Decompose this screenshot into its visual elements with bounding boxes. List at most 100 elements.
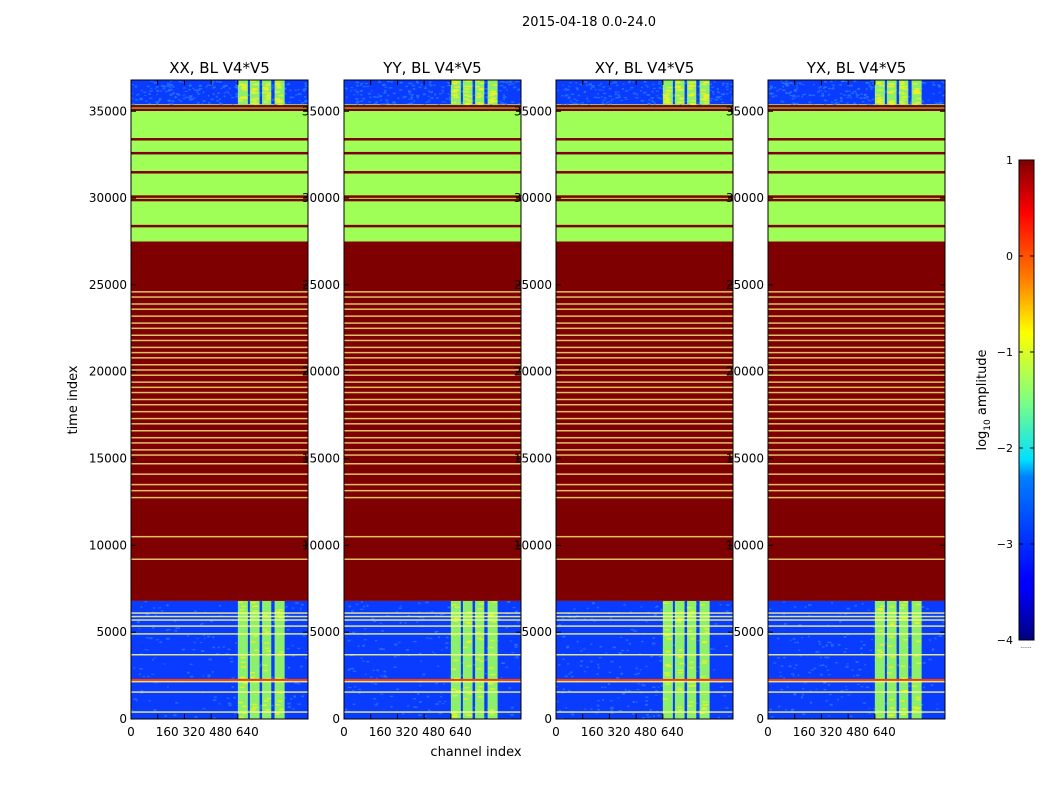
- noise-speckle: [138, 628, 141, 630]
- noise-speckle: [930, 684, 934, 687]
- noise-speckle: [306, 650, 308, 653]
- noise-speckle: [167, 99, 171, 101]
- noise-speckle: [557, 89, 559, 92]
- noise-speckle: [410, 98, 413, 100]
- band-highlight: [477, 104, 482, 106]
- noise-speckle: [569, 82, 573, 84]
- noise-speckle: [564, 87, 567, 90]
- band-highlight: [901, 604, 906, 606]
- signal-band-1: [886, 600, 897, 719]
- noise-speckle: [484, 659, 488, 661]
- band-highlight: [675, 94, 681, 97]
- band-highlight: [463, 94, 469, 97]
- band-highlight: [242, 96, 248, 98]
- noise-speckle: [769, 708, 773, 711]
- noise-speckle: [658, 81, 661, 83]
- noise-speckle: [617, 91, 620, 93]
- noise-speckle: [505, 717, 507, 719]
- band-highlight: [663, 602, 669, 604]
- noise-speckle: [627, 705, 630, 708]
- noise-speckle: [629, 611, 632, 613]
- noise-speckle: [608, 683, 611, 686]
- noise-speckle: [352, 631, 356, 634]
- band-highlight: [687, 685, 693, 687]
- noise-speckle: [659, 97, 662, 100]
- light-line: [344, 291, 521, 293]
- band-highlight: [687, 630, 693, 632]
- noise-speckle: [284, 92, 287, 95]
- noise-speckle: [286, 83, 289, 86]
- noise-speckle: [564, 675, 568, 678]
- light-line: [768, 430, 945, 432]
- band-highlight: [903, 689, 908, 692]
- noise-speckle: [289, 89, 292, 92]
- light-line: [768, 535, 945, 538]
- light-line: [768, 449, 945, 451]
- noise-speckle: [409, 82, 413, 85]
- y-tick-label: 10000: [302, 538, 340, 552]
- noise-speckle: [618, 652, 622, 654]
- noise-speckle: [514, 643, 518, 646]
- noise-speckle: [673, 93, 676, 96]
- noise-speckle: [146, 637, 149, 639]
- noise-speckle: [645, 665, 648, 668]
- noise-speckle: [231, 103, 234, 106]
- noise-speckle: [397, 641, 401, 643]
- noise-speckle: [356, 84, 359, 87]
- light-line: [768, 473, 945, 475]
- noise-speckle: [931, 648, 935, 651]
- noise-speckle: [380, 630, 385, 632]
- band-highlight: [240, 661, 246, 664]
- noise-speckle: [679, 103, 682, 106]
- noise-speckle: [601, 686, 604, 689]
- noise-speckle: [171, 92, 175, 95]
- light-line: [556, 449, 733, 451]
- noise-speckle: [515, 610, 519, 613]
- noise-speckle: [164, 90, 168, 93]
- noise-speckle: [580, 660, 583, 663]
- band-highlight: [676, 620, 682, 623]
- noise-speckle: [849, 85, 852, 87]
- noise-speckle: [167, 89, 171, 92]
- band-highlight: [240, 656, 246, 659]
- noise-speckle: [853, 90, 857, 93]
- light-line: [131, 315, 308, 317]
- noise-speckle: [697, 666, 701, 668]
- band-highlight: [890, 707, 895, 709]
- light-line: [131, 454, 308, 456]
- band-highlight: [889, 83, 895, 85]
- noise-speckle: [460, 80, 463, 83]
- noise-speckle: [372, 669, 376, 671]
- noise-speckle: [712, 669, 716, 671]
- band-highlight: [689, 84, 694, 87]
- noise-speckle: [672, 86, 676, 89]
- band-highlight: [676, 706, 682, 708]
- noise-speckle: [188, 98, 193, 101]
- light-line: [556, 430, 733, 432]
- noise-speckle: [909, 103, 912, 106]
- noise-speckle: [812, 94, 815, 97]
- light-line: [131, 410, 308, 413]
- noise-speckle: [505, 626, 508, 629]
- noise-speckle: [843, 635, 847, 638]
- noise-speckle: [224, 84, 228, 87]
- noise-speckle: [300, 603, 304, 606]
- band-highlight: [252, 706, 258, 709]
- noise-speckle: [870, 88, 873, 91]
- band-highlight: [886, 672, 892, 674]
- light-line: [768, 369, 945, 371]
- noise-speckle: [293, 695, 296, 698]
- band-highlight: [254, 97, 259, 100]
- light-line: [131, 296, 308, 298]
- noise-speckle: [429, 81, 432, 84]
- noise-speckle: [730, 97, 733, 99]
- noise-speckle: [784, 82, 787, 85]
- light-line: [768, 633, 945, 635]
- noise-speckle: [505, 666, 509, 668]
- noise-speckle: [231, 686, 235, 688]
- noise-speckle: [731, 88, 733, 90]
- noise-speckle: [865, 686, 870, 688]
- panel-title: XX, BL V4*V5: [169, 59, 270, 77]
- noise-speckle: [830, 643, 834, 646]
- noise-speckle: [604, 97, 607, 99]
